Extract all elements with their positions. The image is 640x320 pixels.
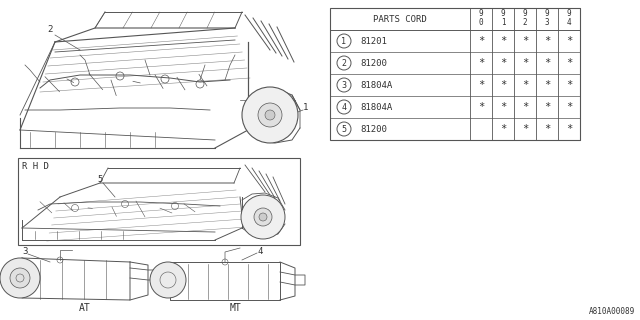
Text: 9
4: 9 4 xyxy=(566,9,572,27)
Text: *: * xyxy=(566,80,572,90)
Circle shape xyxy=(259,213,267,221)
Circle shape xyxy=(258,103,282,127)
Text: *: * xyxy=(566,36,572,46)
Text: 3: 3 xyxy=(342,81,346,90)
Text: 5: 5 xyxy=(342,124,346,133)
Circle shape xyxy=(241,195,285,239)
Text: 1: 1 xyxy=(303,103,308,113)
Text: *: * xyxy=(522,124,528,134)
Text: *: * xyxy=(478,36,484,46)
Text: R H D: R H D xyxy=(22,162,49,171)
Text: 4: 4 xyxy=(257,246,262,255)
Text: 1: 1 xyxy=(342,36,346,45)
Text: 3: 3 xyxy=(22,247,28,257)
Text: 81804A: 81804A xyxy=(360,102,392,111)
Text: *: * xyxy=(478,102,484,112)
Text: 9
2: 9 2 xyxy=(523,9,527,27)
Text: *: * xyxy=(500,80,506,90)
Text: *: * xyxy=(478,80,484,90)
Text: 9
1: 9 1 xyxy=(500,9,506,27)
Circle shape xyxy=(242,87,298,143)
Circle shape xyxy=(10,268,30,288)
Bar xyxy=(330,8,580,140)
Text: *: * xyxy=(544,58,550,68)
Bar xyxy=(18,158,300,245)
Text: PARTS CORD: PARTS CORD xyxy=(373,14,427,23)
Text: 81201: 81201 xyxy=(360,36,387,45)
Text: 5: 5 xyxy=(97,175,102,185)
Text: *: * xyxy=(500,102,506,112)
Text: *: * xyxy=(500,36,506,46)
Text: MT: MT xyxy=(229,303,241,313)
Text: *: * xyxy=(566,124,572,134)
Text: *: * xyxy=(522,102,528,112)
Text: *: * xyxy=(566,58,572,68)
Text: 81200: 81200 xyxy=(360,124,387,133)
Circle shape xyxy=(254,208,272,226)
Text: *: * xyxy=(544,80,550,90)
Text: 2: 2 xyxy=(342,59,346,68)
Text: 81200: 81200 xyxy=(360,59,387,68)
Text: *: * xyxy=(522,80,528,90)
Text: *: * xyxy=(500,58,506,68)
Circle shape xyxy=(0,258,40,298)
Text: *: * xyxy=(522,36,528,46)
Text: 81804A: 81804A xyxy=(360,81,392,90)
Circle shape xyxy=(265,110,275,120)
Text: *: * xyxy=(522,58,528,68)
Text: *: * xyxy=(544,102,550,112)
Text: *: * xyxy=(544,36,550,46)
Text: *: * xyxy=(478,58,484,68)
Text: A810A00089: A810A00089 xyxy=(589,307,635,316)
Text: 9
3: 9 3 xyxy=(545,9,549,27)
Circle shape xyxy=(150,262,186,298)
Text: 9
0: 9 0 xyxy=(479,9,483,27)
Text: *: * xyxy=(500,124,506,134)
Text: 2: 2 xyxy=(47,26,52,35)
Text: *: * xyxy=(566,102,572,112)
Text: *: * xyxy=(544,124,550,134)
Text: 4: 4 xyxy=(342,102,346,111)
Text: AT: AT xyxy=(79,303,91,313)
